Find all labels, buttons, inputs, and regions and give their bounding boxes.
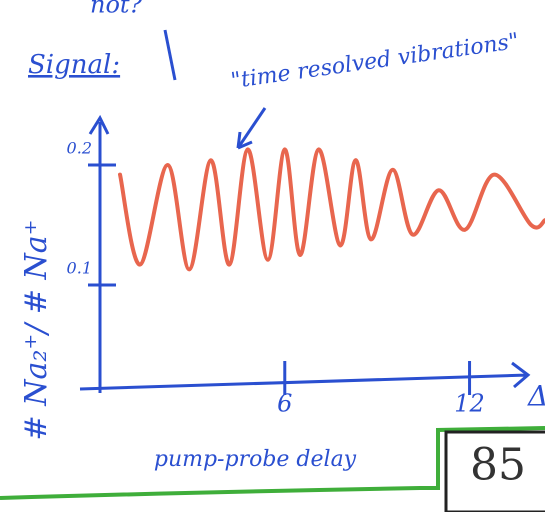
y-tick-label: 0.2 <box>67 139 92 158</box>
x-tick-label: 12 <box>454 390 485 418</box>
x-axis-unit: Δt <box>527 380 545 413</box>
x-axis-label: pump-probe delay <box>154 447 357 472</box>
y-axis-label: # Na₂⁺/ # Na⁺ <box>19 220 54 441</box>
y-axis <box>90 118 108 393</box>
x-axis <box>80 363 528 389</box>
page-number: 85 <box>470 440 526 491</box>
x-tick-label: 6 <box>277 390 292 418</box>
annotation: Signal: <box>28 50 120 80</box>
divider <box>165 30 175 80</box>
annotation: "time resolved vibrations" <box>229 29 520 94</box>
signal-line <box>120 149 545 269</box>
sketch: not? Signal: "time resolved vibrations" … <box>0 0 545 512</box>
annotation: not? <box>90 0 143 19</box>
y-tick-label: 0.1 <box>67 259 92 278</box>
